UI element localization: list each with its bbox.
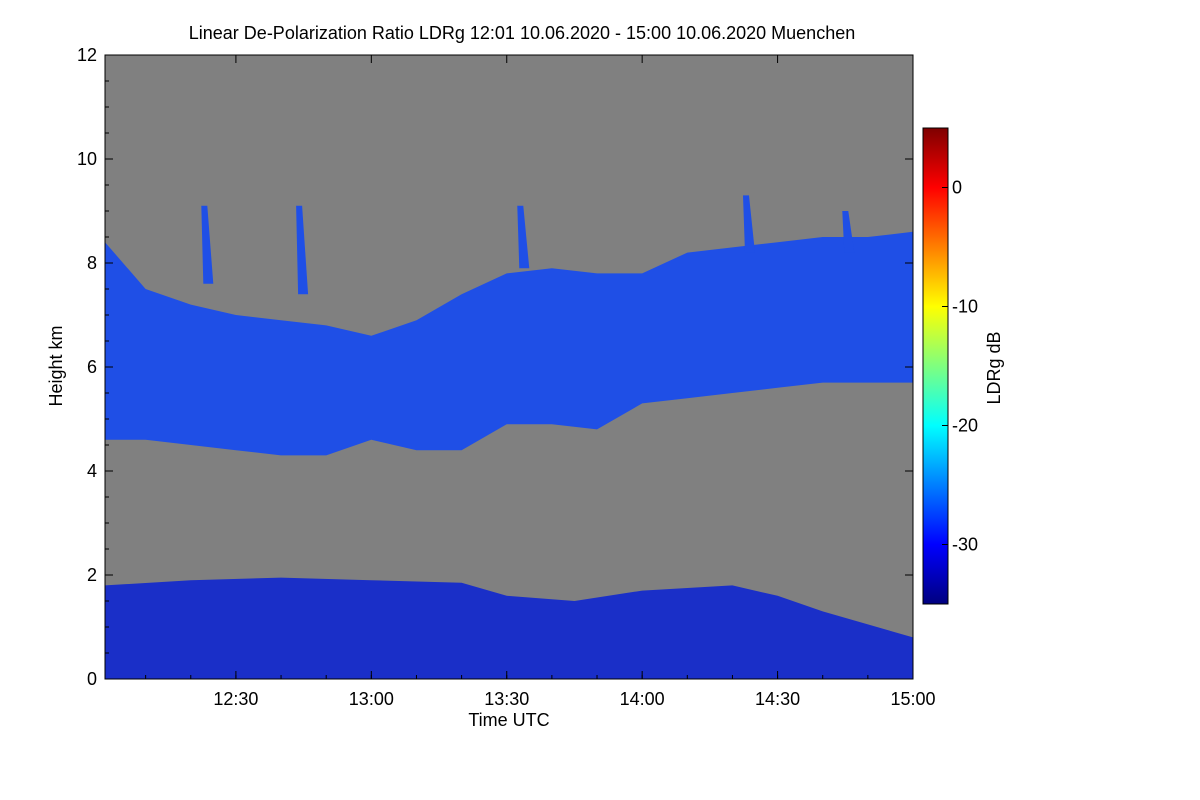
x-tick-label: 12:30 <box>213 689 258 709</box>
y-tick-label: 6 <box>87 357 97 377</box>
colorbar-label: LDRg dB <box>984 331 1004 404</box>
cloud-layers <box>105 195 913 679</box>
colorbar-tick-label: -20 <box>952 416 978 436</box>
x-tick-label: 14:00 <box>620 689 665 709</box>
fall-streak-3 <box>517 205 530 269</box>
fall-streak-2 <box>296 205 309 295</box>
colorbar-gradient <box>922 127 949 605</box>
colorbar-tick-label: -10 <box>952 297 978 317</box>
colorbar: 0 -10 -20 -30 LDRg dB <box>922 127 1004 605</box>
y-tick-label: 4 <box>87 461 97 481</box>
x-tick-label: 13:30 <box>484 689 529 709</box>
x-tick-label: 13:00 <box>349 689 394 709</box>
fall-streak-5 <box>842 211 855 253</box>
layer-upper_cloud <box>105 231 913 456</box>
y-tick-label: 12 <box>77 45 97 65</box>
colorbar-tick-label: 0 <box>952 178 962 198</box>
x-tick-label: 14:30 <box>755 689 800 709</box>
y-tick-label: 0 <box>87 669 97 689</box>
x-axis-label: Time UTC <box>468 710 549 730</box>
fall-streak-4 <box>742 195 755 253</box>
y-tick-label: 10 <box>77 149 97 169</box>
chart-title: Linear De-Polarization Ratio LDRg 12:01 … <box>189 23 855 43</box>
x-tick-label: 15:00 <box>890 689 935 709</box>
y-axis-label: Height km <box>46 325 66 406</box>
colorbar-tick-label: -30 <box>952 535 978 555</box>
colorbar-ticks: 0 -10 -20 -30 <box>942 178 978 555</box>
y-axis: 0 2 4 6 8 10 12 <box>77 45 913 689</box>
y-tick-label: 8 <box>87 253 97 273</box>
x-axis: 12:30 13:00 13:30 14:00 14:30 15:00 <box>145 55 936 709</box>
plot-area <box>104 54 914 680</box>
y-tick-label: 2 <box>87 565 97 585</box>
layer-boundary_layer <box>105 577 913 679</box>
fall-streak-1 <box>201 205 214 284</box>
